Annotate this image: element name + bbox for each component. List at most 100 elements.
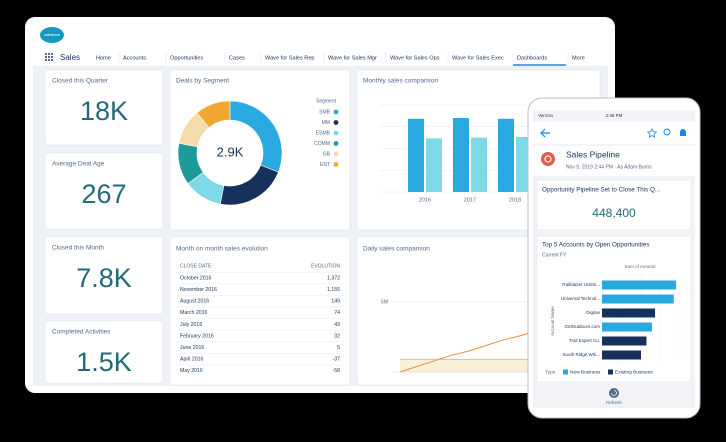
nav-tab[interactable]: More [572, 55, 585, 61]
panel [169, 236, 351, 386]
nav-tab[interactable]: Wave for Sales Ops [390, 55, 440, 61]
donut-center: 2.9K [217, 144, 244, 159]
app-launcher-dot [51, 53, 53, 55]
app-launcher-dot [45, 53, 47, 55]
legend-label: ESMB [316, 130, 331, 136]
nav-tab[interactable]: Opportunities [170, 55, 203, 61]
legend-dot [333, 109, 339, 115]
bar [602, 336, 647, 346]
nav-tab[interactable]: Cases [229, 55, 245, 61]
status-time: 2:45 PM [606, 113, 623, 118]
table-cell: 1,372 [327, 275, 340, 281]
panel [44, 152, 164, 230]
nav-tab[interactable]: Dashboards [517, 55, 547, 61]
refresh-button[interactable] [609, 388, 619, 398]
y-tick-label: GetOutdoors.com [564, 324, 600, 329]
table-header: EVOLUTION [311, 263, 340, 269]
nav-tab[interactable]: Home [96, 55, 111, 61]
table-cell: 43 [334, 322, 340, 328]
kpi-value: 7.8K [76, 263, 132, 293]
legend-dot [333, 162, 339, 167]
kpi-value: 267 [81, 179, 126, 209]
chart-subtitle: Current FY [542, 252, 567, 258]
app-launcher-dot [48, 56, 50, 58]
y-tick-label: Trail Expert Co. [569, 338, 600, 343]
kpi-label: Average Deal Age [52, 161, 105, 168]
bar [426, 138, 442, 192]
table-cell: July 2016 [180, 322, 202, 328]
pipeline-icon-ring [544, 155, 552, 163]
nav-tab[interactable]: Wave for Sales Rep [265, 55, 315, 61]
table-cell: November 2016 [180, 287, 217, 293]
table-cell: April 2016 [180, 357, 203, 363]
table-cell: June 2016 [180, 345, 204, 351]
nav-tab[interactable]: Wave for Sales Exec [452, 55, 504, 61]
y-tick-label: Trailblazer Unlimi... [562, 282, 600, 287]
app-launcher-dot [45, 59, 47, 61]
legend-dot [333, 120, 339, 125]
refresh-label: Refresh [606, 400, 622, 405]
table-cell: 74 [334, 310, 340, 316]
app-launcher-dot [48, 53, 50, 55]
panel-title: Month on month sales evolution [176, 246, 268, 253]
bar [408, 118, 424, 192]
pipeline-icon [541, 152, 555, 166]
chart-title: Top 5 Accounts by Open Opportunities [542, 242, 649, 249]
app-launcher-dot [48, 59, 50, 61]
panel [44, 69, 164, 146]
phone-title: Sales Pipeline [566, 149, 620, 159]
legend-title: Segment [316, 98, 337, 104]
table-cell: February 2016 [180, 333, 214, 339]
x-tick-label: 2016 [419, 197, 431, 203]
legend-dot [333, 130, 339, 136]
back-button[interactable] [540, 128, 550, 138]
bar [602, 308, 656, 318]
y-tick-label: South Ridge Whi... [562, 352, 600, 357]
app-launcher-dot [51, 56, 53, 58]
search-icon[interactable] [663, 128, 671, 136]
metric-value: 448,400 [592, 206, 636, 220]
table-cell: -37 [333, 357, 341, 363]
bar [602, 350, 641, 360]
app-name: Sales [60, 53, 80, 62]
bar [453, 118, 469, 192]
table-cell: May 2016 [180, 368, 203, 374]
notification-icon[interactable] [680, 129, 686, 136]
kpi-label: Completed Activities [52, 329, 111, 336]
favorite-icon[interactable] [646, 128, 658, 138]
table-cell: -58 [333, 368, 341, 374]
nav-tab[interactable]: Accounts [123, 55, 146, 61]
kpi-label: Closed this Quarter [52, 78, 109, 85]
y-tick-label: Universal Technol... [561, 296, 600, 301]
legend-label: ENT [320, 162, 330, 168]
panel-title: Monthly sales comparison [363, 78, 439, 85]
bar [471, 137, 487, 192]
pipeline-card [533, 146, 695, 176]
legend-swatch [608, 369, 613, 375]
metric-title: Opportunity Pipeline Set to Close This Q… [542, 187, 660, 194]
phone-subtitle: Nov 9, 2019 2:44 PM · As Adam Burns [566, 164, 652, 170]
y-tick-label: Digitas [586, 310, 601, 315]
bar [602, 322, 652, 332]
legend-label: COMM [314, 141, 330, 147]
legend-title: Type [545, 369, 556, 375]
table-header: CLOSE DATE [180, 263, 212, 269]
app-launcher-dot [45, 56, 47, 58]
bar [498, 118, 514, 192]
table-cell: March 2016 [180, 310, 208, 316]
legend-label: MM [322, 120, 330, 126]
panel [44, 236, 164, 315]
x-tick-label: 2018 [509, 197, 521, 203]
y-tick-label: 5M [381, 299, 388, 305]
legend-label: SMB [319, 109, 331, 115]
bar [602, 280, 677, 290]
table-cell: 5 [337, 345, 340, 351]
nav-tab[interactable]: Wave for Sales Mgr [328, 55, 377, 61]
table-cell: August 2016 [180, 299, 209, 305]
x-tick-label: 2017 [464, 197, 476, 203]
panel [44, 320, 164, 384]
kpi-value: 18K [80, 96, 128, 126]
donut-segment [196, 100, 231, 128]
